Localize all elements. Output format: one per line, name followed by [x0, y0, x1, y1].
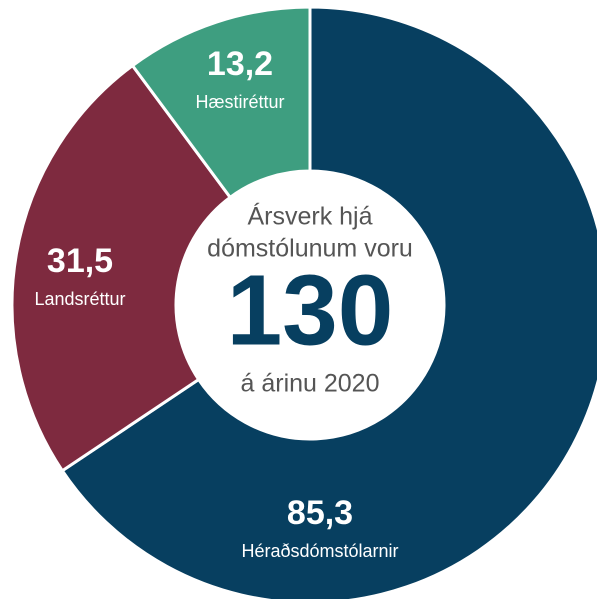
slice: [10, 63, 233, 473]
center-note: á árinu 2020: [240, 370, 379, 398]
center-line: dómstólunum voru: [207, 235, 413, 263]
center-value: 130: [227, 254, 394, 366]
value-label: 85,3: [287, 494, 353, 532]
slice: [60, 5, 597, 599]
category-label: Landsréttur: [34, 289, 125, 309]
category-label: Héraðsdómstólarnir: [241, 541, 398, 561]
slice: [130, 5, 312, 200]
category-label: Hæstiréttur: [195, 92, 284, 112]
center-line: Ársverk hjá: [247, 202, 372, 231]
value-label: 13,2: [207, 45, 273, 83]
value-label: 31,5: [47, 242, 113, 280]
slices: [10, 5, 597, 599]
